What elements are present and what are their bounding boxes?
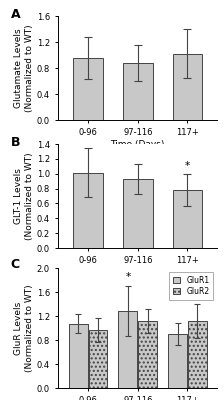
Bar (123, 63, 153, 120)
Bar (69, 324, 88, 388)
Bar (138, 321, 157, 388)
Text: *: * (125, 272, 130, 282)
X-axis label: Time (Days): Time (Days) (111, 140, 165, 149)
Y-axis label: Glutamate Levels
(Normalized to WT): Glutamate Levels (Normalized to WT) (14, 24, 34, 112)
Bar (73, 58, 103, 120)
Text: A: A (11, 8, 20, 21)
Bar (172, 190, 202, 248)
Bar (188, 321, 207, 388)
Text: *: * (185, 161, 190, 171)
Bar (123, 179, 153, 248)
X-axis label: Time (Days): Time (Days) (111, 268, 165, 277)
Y-axis label: GluR Levels
(Normalized to WT): GluR Levels (Normalized to WT) (14, 284, 34, 372)
Bar (73, 173, 103, 248)
Text: C: C (11, 258, 20, 272)
Bar (172, 54, 202, 120)
Bar (118, 311, 137, 388)
Bar (88, 330, 108, 388)
Text: B: B (11, 136, 20, 149)
Bar (168, 334, 187, 388)
Legend: GluR1, GluR2: GluR1, GluR2 (169, 272, 213, 300)
Y-axis label: GLT-1 Levels
(Normalized to WT): GLT-1 Levels (Normalized to WT) (14, 152, 34, 240)
